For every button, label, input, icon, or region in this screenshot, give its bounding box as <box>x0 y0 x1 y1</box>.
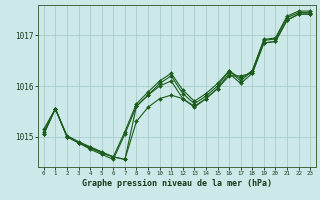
X-axis label: Graphe pression niveau de la mer (hPa): Graphe pression niveau de la mer (hPa) <box>82 179 272 188</box>
